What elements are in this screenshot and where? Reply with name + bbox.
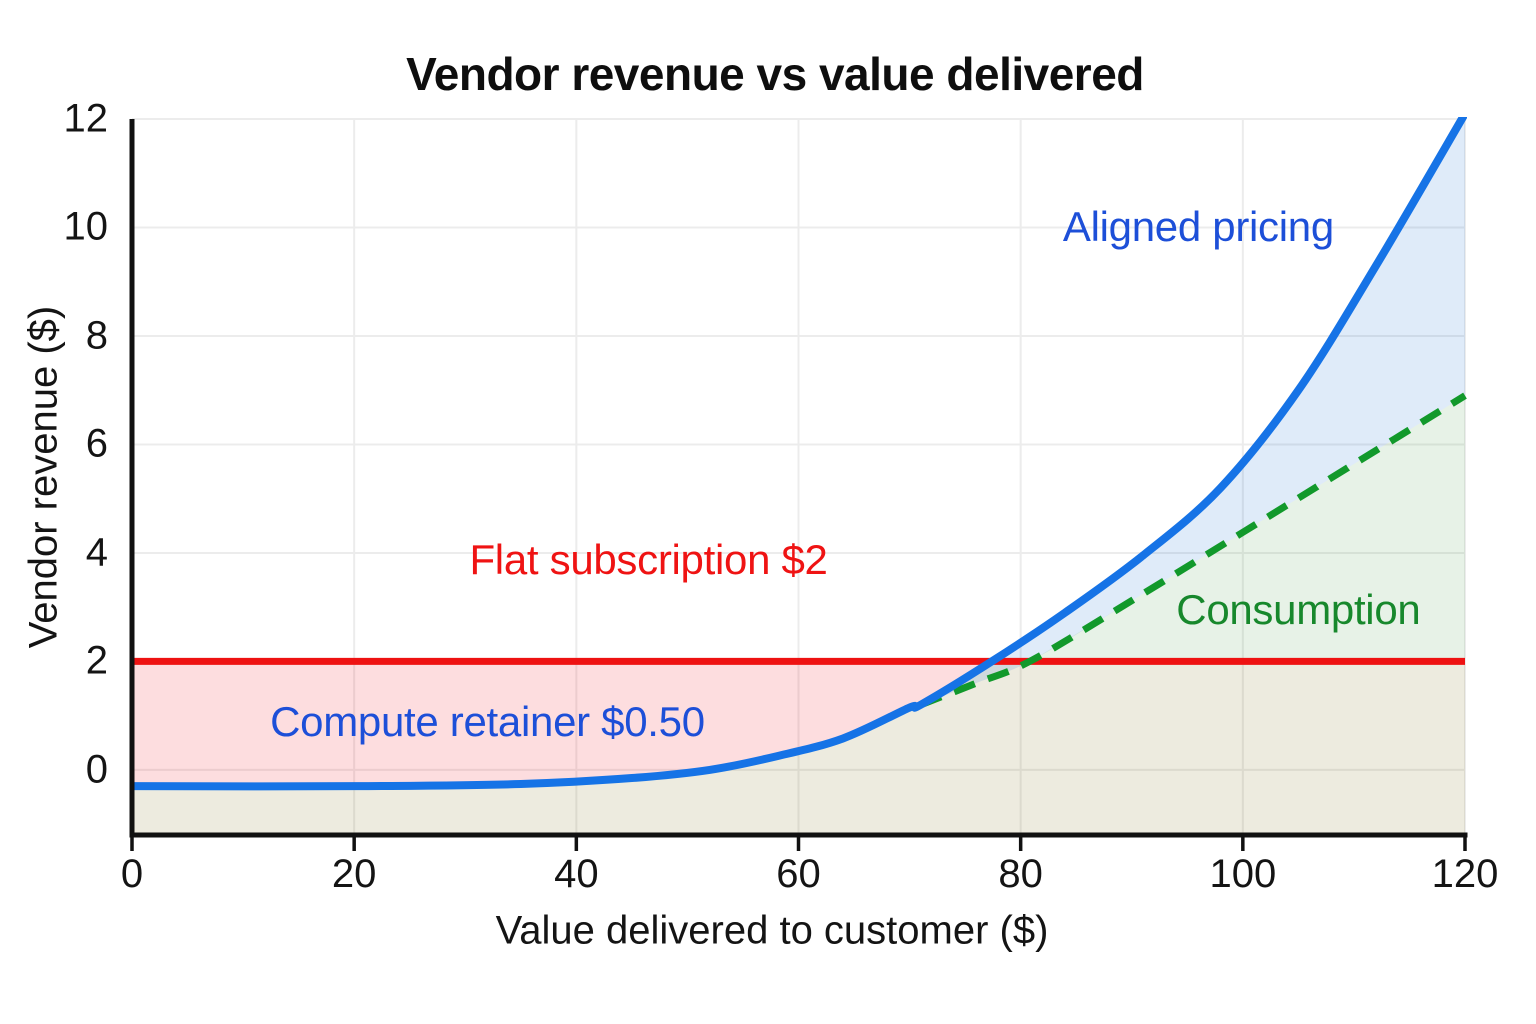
y-tick-label: 0 bbox=[85, 747, 108, 792]
x-axis-label: Value delivered to customer ($) bbox=[495, 908, 1049, 953]
below-all-fill bbox=[132, 661, 1465, 835]
x-tick-label: 0 bbox=[120, 852, 144, 896]
x-tick-label: 80 bbox=[998, 852, 1043, 896]
chart-title: Vendor revenue vs value delivered bbox=[406, 48, 1144, 100]
y-tick-label: 12 bbox=[63, 96, 109, 141]
consumption-label: Consumption bbox=[1176, 585, 1421, 633]
consumption-fill bbox=[1031, 395, 1465, 662]
y-axis-label: Vendor revenue ($) bbox=[21, 305, 66, 649]
x-tick-label: 120 bbox=[1431, 852, 1499, 896]
y-tick-label: 6 bbox=[85, 421, 108, 466]
y-tick-label: 4 bbox=[85, 530, 108, 575]
aligned-pricing-line bbox=[130, 117, 1467, 791]
x-tick-label: 20 bbox=[331, 852, 377, 896]
compute-retainer-label: Compute retainer $0.50 bbox=[270, 698, 705, 746]
y-tick-label: 8 bbox=[85, 313, 108, 358]
aligned-pricing-fill bbox=[920, 117, 1465, 705]
flat-subscription-label: Flat subscription $2 bbox=[469, 535, 828, 583]
x-tick-label: 40 bbox=[554, 852, 599, 896]
plot-layers bbox=[130, 117, 1467, 835]
aligned-pricing-label: Aligned pricing bbox=[1062, 203, 1334, 251]
consumption-line bbox=[919, 392, 1467, 709]
y-tick-label: 10 bbox=[63, 204, 109, 249]
x-tick-label: 100 bbox=[1209, 852, 1277, 896]
y-tick-label: 2 bbox=[85, 638, 108, 683]
x-tick-label: 60 bbox=[776, 852, 821, 896]
